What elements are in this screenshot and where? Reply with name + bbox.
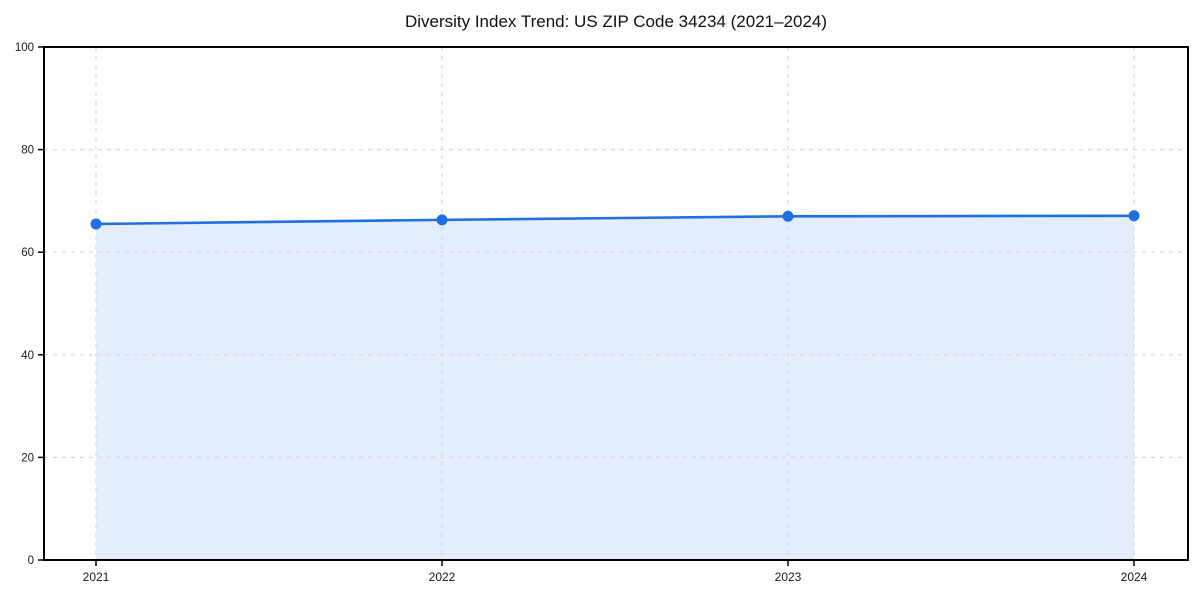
area-fill [96, 215, 1134, 561]
y-tick-label: 60 [21, 247, 34, 259]
data-point [782, 210, 794, 222]
plot-background [44, 47, 1188, 560]
chart-title: Diversity Index Trend: US ZIP Code 34234… [404, 12, 828, 31]
data-point [436, 214, 448, 226]
plot-border [43, 46, 1189, 561]
y-tick-label: 80 [21, 145, 34, 157]
y-tick-label: 100 [15, 42, 34, 54]
y-tick-label: 0 [28, 555, 34, 567]
data-point [90, 218, 102, 230]
x-tick-label: 2021 [83, 570, 110, 584]
series-line [94, 214, 1136, 226]
x-tick-label: 2024 [1121, 570, 1148, 584]
x-tick-label: 2022 [429, 570, 456, 584]
y-tick-label: 40 [21, 350, 34, 362]
y-tick-label: 20 [21, 452, 34, 464]
data-point [1128, 210, 1140, 222]
x-tick-label: 2023 [775, 570, 802, 584]
